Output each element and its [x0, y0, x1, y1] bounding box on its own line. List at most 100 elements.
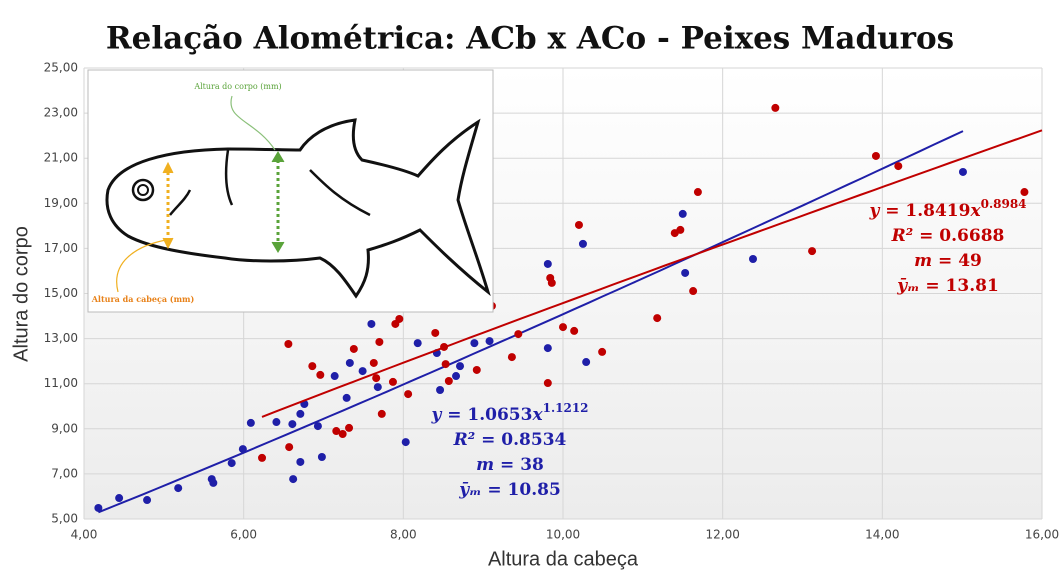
point: [358, 367, 367, 376]
point: [570, 326, 579, 335]
x-tick-label: 14,00: [865, 528, 899, 542]
point: [441, 360, 450, 369]
point: [369, 358, 378, 367]
point: [653, 314, 662, 323]
y-tick-label: 9,00: [51, 421, 78, 435]
point: [676, 225, 685, 234]
y-tick-label: 13,00: [44, 331, 78, 345]
point: [452, 372, 461, 381]
point: [94, 503, 103, 512]
y-axis-label: Altura do corpo: [10, 226, 32, 362]
point: [689, 287, 698, 296]
point: [404, 390, 413, 399]
point: [317, 452, 326, 461]
x-tick-label: 16,00: [1025, 528, 1059, 542]
point: [345, 358, 354, 367]
point: [395, 314, 404, 323]
point: [543, 379, 552, 388]
stat-label: m =: [476, 455, 520, 475]
eq-exp: 0.8984: [981, 197, 1027, 211]
stat-value: 0.6688: [939, 226, 1004, 246]
point: [342, 393, 351, 402]
chart-title: Relação Alométrica: ACb x ACo - Peixes M…: [106, 21, 954, 57]
point: [514, 330, 523, 339]
point: [456, 362, 465, 371]
point: [143, 496, 152, 505]
point: [547, 278, 556, 287]
point: [472, 365, 481, 374]
point: [1020, 188, 1029, 197]
point: [485, 337, 494, 346]
point: [285, 443, 294, 452]
arrow-heads: [271, 151, 285, 253]
trend-equation: y = 1.8419x0.8984: [868, 197, 1026, 221]
x-tick-label: 8,00: [390, 528, 417, 542]
inset: Altura do corpo (mm) Altura da cabeça (m…: [87, 69, 494, 313]
point: [678, 209, 687, 218]
trend-line: [261, 129, 1043, 418]
trend-stat: m = 49: [914, 251, 982, 271]
y-tick-label: 19,00: [44, 196, 78, 210]
point: [440, 342, 449, 351]
eq-var: x: [531, 405, 543, 425]
eq-prefix: y =: [430, 405, 467, 425]
y-tick-label: 23,00: [44, 106, 78, 120]
point: [543, 344, 552, 353]
y-tick-label: 15,00: [44, 286, 78, 300]
point: [598, 347, 607, 356]
arrow-heads: [162, 161, 174, 250]
point: [771, 103, 780, 112]
point: [288, 420, 297, 429]
point: [413, 339, 422, 348]
trend-stat: R² = 0.6688: [891, 226, 1005, 246]
y-tick-label: 5,00: [51, 512, 78, 526]
point: [238, 445, 247, 454]
point: [284, 340, 293, 349]
point: [507, 353, 516, 362]
point: [808, 247, 817, 256]
stat-label: R² =: [453, 430, 502, 450]
fish-eye: [131, 178, 155, 202]
point: [578, 239, 587, 248]
point: [377, 409, 386, 418]
point: [749, 254, 758, 263]
point: [209, 478, 218, 487]
eq-var: x: [969, 201, 981, 221]
trend-stat: m = 38: [476, 455, 544, 475]
stat-value: 0.8534: [501, 430, 566, 450]
point: [115, 494, 124, 503]
point: [431, 328, 440, 337]
trend-line: [98, 130, 964, 514]
x-tick-label: 10,00: [546, 528, 580, 542]
point: [401, 438, 410, 447]
stat-value: 49: [958, 251, 982, 271]
point: [289, 475, 298, 484]
point: [349, 344, 358, 353]
point: [272, 418, 281, 427]
point: [308, 362, 317, 371]
fish-pupil: [137, 184, 149, 196]
leader-line: [116, 239, 167, 293]
point: [436, 386, 445, 395]
point: [470, 339, 479, 348]
point: [258, 453, 267, 462]
point: [871, 151, 880, 160]
point: [296, 409, 305, 418]
point: [543, 259, 552, 268]
stat-label: ȳₘ =: [458, 480, 507, 500]
point: [246, 418, 255, 427]
point: [316, 370, 325, 379]
eq-coef: 1.0653: [467, 405, 532, 425]
stat-value: 38: [520, 455, 544, 475]
fish-outline: [105, 118, 491, 299]
point: [582, 358, 591, 367]
inset-label: Altura do corpo (mm): [193, 82, 281, 91]
point: [444, 376, 453, 385]
point: [559, 323, 567, 332]
eq-exp: 1.1212: [543, 401, 589, 415]
leader-line: [230, 95, 276, 151]
point: [574, 220, 583, 229]
point: [367, 319, 376, 328]
point: [345, 423, 354, 432]
